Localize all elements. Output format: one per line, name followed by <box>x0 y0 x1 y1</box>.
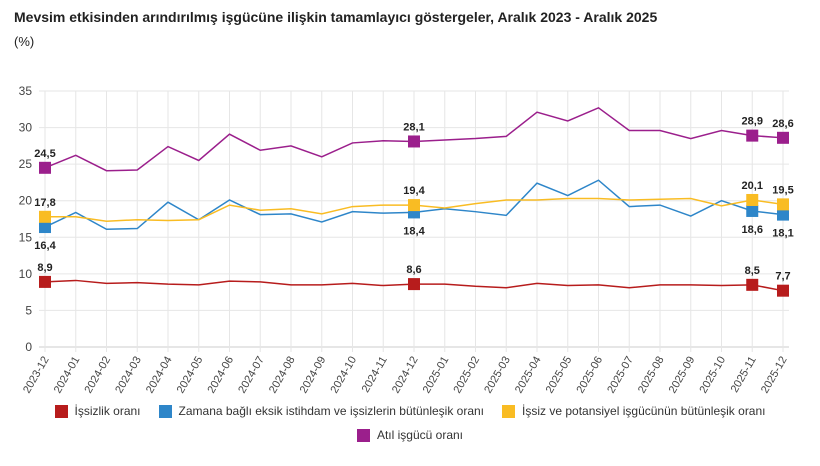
x-tick-label: 2025-07 <box>605 355 636 396</box>
y-tick-label: 10 <box>19 267 33 281</box>
data-label: 18,4 <box>403 225 425 237</box>
y-tick-label: 30 <box>19 121 33 135</box>
x-tick-label: 2025-06 <box>575 355 606 396</box>
data-label: 28,1 <box>403 121 424 133</box>
legend-label: İşsizlik oranı <box>74 404 141 418</box>
data-label: 8,9 <box>37 262 52 274</box>
y-tick-label: 35 <box>19 84 33 98</box>
legend-swatch <box>502 404 516 418</box>
legend-label: Zamana bağlı eksik istihdam ve işsizleri… <box>178 404 485 418</box>
x-tick-label: 2024-05 <box>175 355 206 396</box>
legend-item[interactable]: İşsiz ve potansiyel işgücünün bütünleşik… <box>502 404 766 418</box>
x-tick-label: 2025-10 <box>698 355 729 396</box>
x-tick-label: 2025-08 <box>636 355 667 396</box>
data-marker <box>777 208 789 221</box>
data-marker <box>777 131 789 144</box>
legend-label: İşsiz ve potansiyel işgücünün bütünleşik… <box>522 404 766 418</box>
data-label: 17,8 <box>34 197 55 209</box>
data-marker <box>746 278 759 291</box>
legend-label: Atıl işgücü oranı <box>376 428 464 442</box>
legend: İşsizlik oranı Zamana bağlı eksik istihda… <box>0 404 820 452</box>
data-marker <box>39 161 51 174</box>
data-marker <box>746 204 759 217</box>
data-label: 19,4 <box>403 185 425 197</box>
x-tick-label: 2024-03 <box>113 355 144 396</box>
x-tick-label: 2024-10 <box>329 355 360 396</box>
legend-item[interactable]: Zamana bağlı eksik istihdam ve işsizleri… <box>158 404 485 418</box>
x-tick-label: 2024-11 <box>360 355 390 395</box>
x-tick-label: 2023-12 <box>21 355 52 396</box>
x-tick-label: 2024-06 <box>206 355 237 396</box>
x-tick-label: 2024-12 <box>390 355 421 396</box>
data-marker <box>777 284 789 297</box>
chart-title: Mevsim etkisinden arındırılmış işgücüne … <box>14 9 658 25</box>
x-tick-label: 2024-08 <box>267 355 298 396</box>
data-marker <box>39 221 51 234</box>
data-marker <box>408 135 420 148</box>
data-label: 16,4 <box>34 240 56 252</box>
x-tick-label: 2024-02 <box>83 355 114 396</box>
data-label: 18,6 <box>742 224 763 236</box>
y-tick-label: 0 <box>25 340 32 354</box>
x-tick-label: 2025-11 <box>729 355 759 395</box>
x-tick-label: 2024-07 <box>236 355 267 396</box>
data-marker <box>39 210 51 223</box>
data-label: 19,5 <box>772 184 793 196</box>
x-tick-label: 2024-04 <box>144 355 175 396</box>
legend-swatch <box>158 404 172 418</box>
data-label: 8,6 <box>406 264 421 276</box>
data-label: 7,7 <box>775 271 790 283</box>
legend-item[interactable]: İşsizlik oranı <box>54 404 141 418</box>
data-marker <box>408 278 420 291</box>
data-label: 28,9 <box>742 116 763 128</box>
unit-label: (%) <box>14 34 35 49</box>
x-tick-label: 2025-01 <box>421 355 452 396</box>
data-marker <box>777 198 789 211</box>
y-tick-label: 20 <box>19 194 33 208</box>
data-marker <box>746 129 759 142</box>
data-label: 18,1 <box>772 228 793 240</box>
legend-swatch <box>356 428 370 442</box>
data-label: 28,6 <box>772 118 793 130</box>
y-tick-label: 25 <box>19 157 33 171</box>
x-tick-label: 2024-09 <box>298 355 329 396</box>
data-marker <box>39 275 51 288</box>
legend-item[interactable]: Atıl işgücü oranı <box>356 428 464 442</box>
x-tick-label: 2024-01 <box>52 355 83 396</box>
data-marker <box>746 193 759 206</box>
data-label: 8,5 <box>745 265 760 277</box>
x-tick-label: 2025-02 <box>452 355 483 396</box>
y-tick-label: 15 <box>19 230 33 244</box>
x-tick-label: 2025-12 <box>759 355 790 396</box>
data-marker <box>408 199 420 212</box>
data-label: 20,1 <box>742 180 763 192</box>
y-tick-label: 5 <box>25 303 32 317</box>
data-label: 24,5 <box>34 148 55 160</box>
x-tick-label: 2025-05 <box>544 355 575 396</box>
legend-swatch <box>54 404 68 418</box>
x-tick-label: 2025-04 <box>513 355 544 396</box>
x-tick-label: 2025-03 <box>482 355 513 396</box>
x-tick-label: 2025-09 <box>667 355 698 396</box>
